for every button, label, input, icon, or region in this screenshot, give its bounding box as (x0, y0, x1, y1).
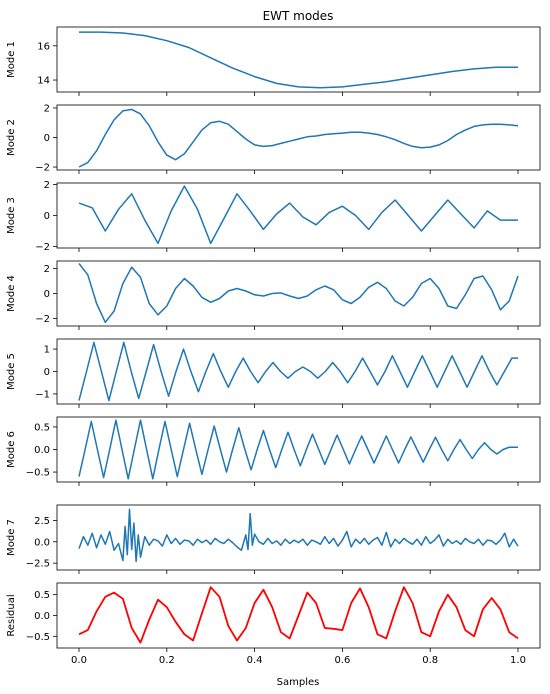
x-tick-label: 0.0 (71, 655, 87, 666)
x-tick-label: 0.2 (159, 655, 175, 666)
mode-panels: 14 16 Mode 1 −2 0 2 Mode 2 −2 0 2 Mode 3 −2 0 2 Mode 4… (6, 26, 541, 666)
x-tick-label: 0.6 (334, 655, 350, 666)
series-line (78, 108, 519, 168)
y-axis-label: Residual (6, 594, 17, 636)
y-tick-label: 16 (37, 41, 50, 52)
series-line (78, 185, 518, 245)
y-axis-label: Mode 7 (6, 519, 17, 556)
panel-6: −0.5 0.0 0.5 Mode 6 (6, 416, 541, 486)
y-tick-label: 0 (44, 211, 50, 222)
series-line (78, 508, 519, 563)
y-axis-label: Mode 2 (6, 119, 17, 156)
panel-5: −1 0 1 Mode 5 (6, 338, 541, 408)
series-line (78, 586, 519, 644)
series-line (78, 341, 518, 402)
x-axis-label: Samples (277, 677, 320, 688)
y-tick-label: 0.5 (34, 422, 50, 433)
panel-3: −2 0 2 Mode 3 (6, 180, 541, 253)
axes-frame (56, 504, 541, 571)
y-axis-label: Mode 4 (6, 275, 17, 312)
y-tick-label: 0 (44, 289, 50, 300)
x-tick-label: 0.4 (247, 655, 263, 666)
y-axis-label: Mode 6 (6, 431, 17, 468)
y-tick-label: −0.5 (26, 632, 50, 643)
y-tick-label: −2.5 (26, 559, 50, 570)
figure-title: EWT modes (263, 9, 334, 23)
panel-8: −0.5 0.0 0.5 0.0 0.2 0.4 0.6 0.8 1.0 Residual (6, 582, 541, 666)
panel-4: −2 0 2 Mode 4 (6, 260, 541, 330)
x-tick-label: 1.0 (510, 655, 526, 666)
y-axis-label: Mode 3 (6, 197, 17, 234)
series-line (78, 419, 518, 480)
y-tick-label: 0.0 (34, 537, 50, 548)
y-tick-label: 2.5 (34, 516, 50, 527)
panel-1: 14 16 Mode 1 (6, 26, 541, 96)
series-line (79, 31, 518, 89)
y-tick-label: −2 (35, 242, 50, 253)
panel-2: −2 0 2 Mode 2 (6, 103, 541, 174)
y-tick-label: 2 (44, 264, 50, 275)
y-tick-label: −1 (35, 389, 50, 400)
axes-frame (56, 26, 541, 93)
y-tick-label: 0 (44, 367, 50, 378)
y-tick-label: 0.0 (34, 445, 50, 456)
y-tick-label: −2 (35, 314, 50, 325)
y-tick-label: 0.5 (34, 590, 50, 601)
y-tick-label: 2 (44, 180, 50, 191)
y-axis-label: Mode 1 (6, 41, 17, 78)
y-tick-label: 0.0 (34, 611, 50, 622)
x-tick-label: 0.8 (422, 655, 438, 666)
y-tick-label: 2 (44, 103, 50, 114)
y-tick-label: 1 (44, 345, 50, 356)
panel-7: −2.5 0.0 2.5 Mode 7 (6, 504, 541, 574)
y-tick-label: −2 (35, 163, 50, 174)
series-line (78, 263, 519, 324)
y-tick-label: 0 (44, 133, 50, 144)
y-tick-label: 14 (37, 76, 50, 87)
y-tick-label: −0.5 (26, 468, 50, 479)
y-axis-label: Mode 5 (6, 353, 17, 390)
